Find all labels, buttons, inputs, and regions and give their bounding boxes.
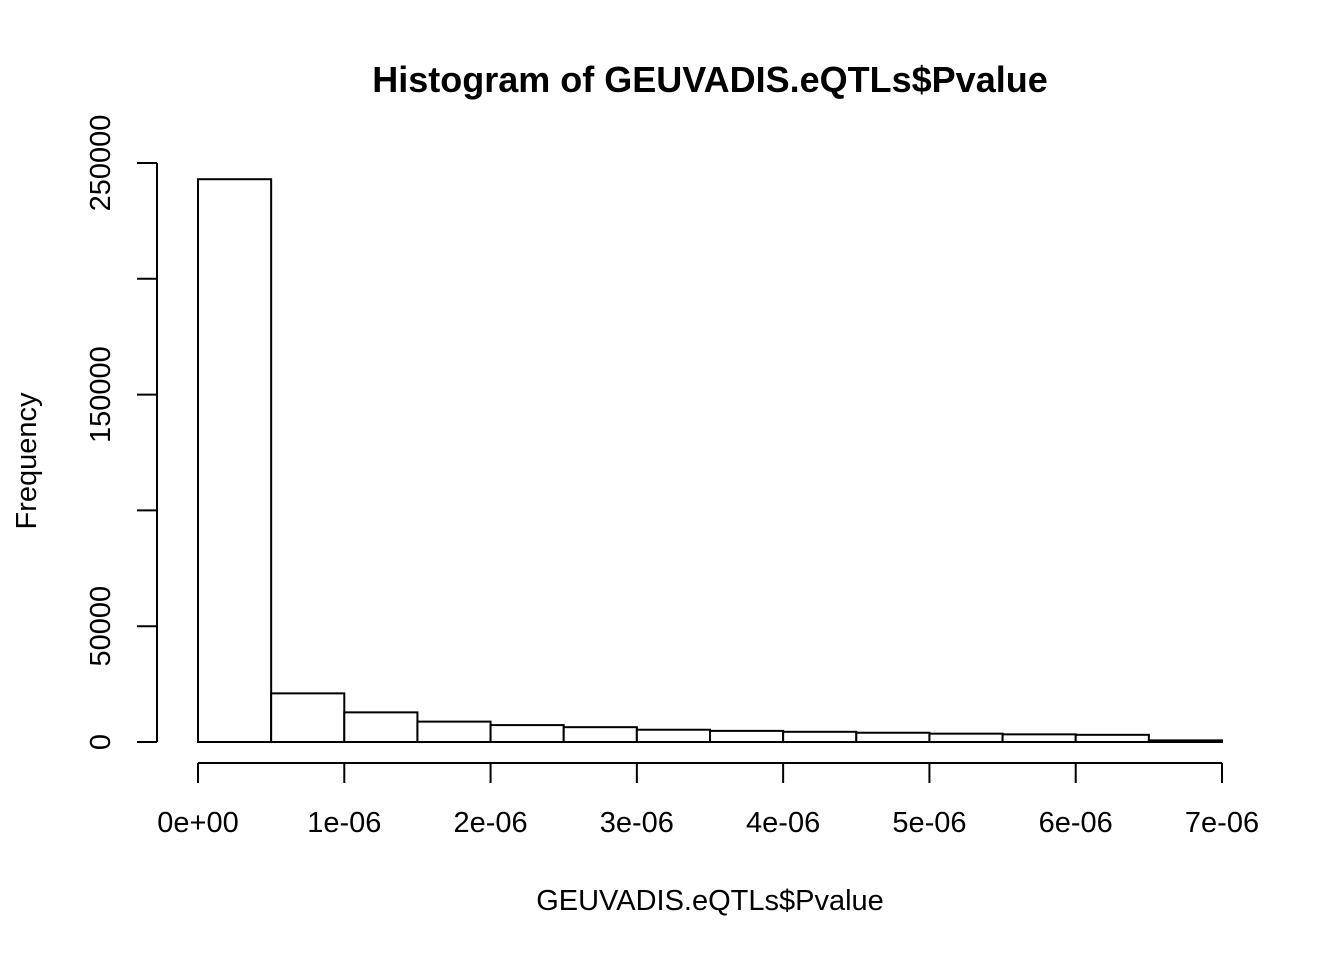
x-axis-label: GEUVADIS.eQTLs$Pvalue <box>536 885 884 917</box>
histogram-bar-8 <box>709 729 785 743</box>
histogram-bar-7 <box>635 728 711 744</box>
y-tick-label: 150000 <box>85 346 117 443</box>
histogram-bar-13 <box>1074 733 1150 743</box>
x-tick-label: 6e-06 <box>1039 807 1113 839</box>
histogram-bar-4 <box>416 720 492 744</box>
y-tick-label: 250000 <box>85 115 117 212</box>
y-axis-label: Frequency <box>11 392 43 530</box>
x-tick-label: 5e-06 <box>892 807 966 839</box>
histogram-bar-5 <box>489 724 565 743</box>
histogram-bar-10 <box>855 731 931 744</box>
x-tick-label: 7e-06 <box>1185 807 1259 839</box>
histogram-bar-12 <box>1001 733 1077 743</box>
histogram-bar-2 <box>270 692 346 744</box>
x-tick-label: 3e-06 <box>600 807 674 839</box>
histogram-bar-1 <box>197 178 273 744</box>
y-tick-label: 50000 <box>85 586 117 667</box>
x-axis: 0e+00 1e-06 2e-06 3e-06 4e-06 5e-06 6e-06 7e-06 <box>157 762 1259 839</box>
histogram-bar-3 <box>343 711 419 744</box>
y-tick-label: 0 <box>85 734 117 750</box>
x-tick-label: 1e-06 <box>307 807 381 839</box>
histogram-bar-9 <box>782 730 858 743</box>
x-tick-label: 4e-06 <box>746 807 820 839</box>
x-tick-label: 0e+00 <box>157 807 238 839</box>
chart-title: Histogram of GEUVADIS.eQTLs$Pvalue <box>372 59 1048 100</box>
y-axis: 0 50000 150000 250000 <box>85 115 158 750</box>
x-tick-label: 2e-06 <box>453 807 527 839</box>
histogram-bar-11 <box>928 732 1004 744</box>
histogram-bar-14 <box>1147 739 1224 743</box>
histogram-bar-6 <box>562 726 638 744</box>
bars-group <box>197 178 1224 744</box>
